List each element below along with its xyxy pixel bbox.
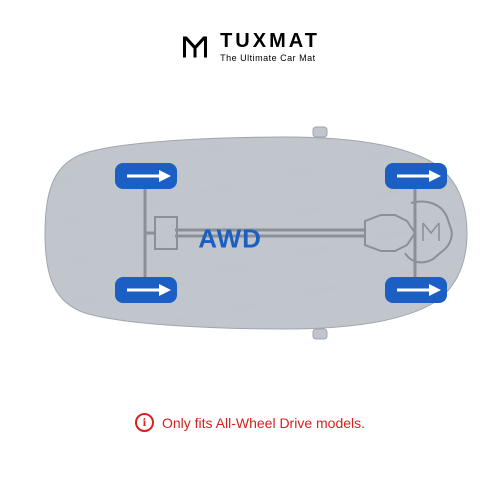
wheel-fr [385,163,447,189]
wheel-fl [115,163,177,189]
brand-header: TUXMAT The Ultimate Car Mat [180,30,320,63]
brand-name: TUXMAT [220,30,320,53]
wheel-rl [115,277,177,303]
note-text: Only fits All-Wheel Drive models. [162,415,365,431]
wheel-rr [385,277,447,303]
brand-tagline: The Ultimate Car Mat [220,53,320,63]
fitment-note: i Only fits All-Wheel Drive models. [135,413,365,432]
info-icon: i [135,413,154,432]
awd-diagram: TUXMAT [15,93,485,373]
tuxmat-logo-icon [180,32,210,62]
drive-type-label: AWD [198,223,262,254]
